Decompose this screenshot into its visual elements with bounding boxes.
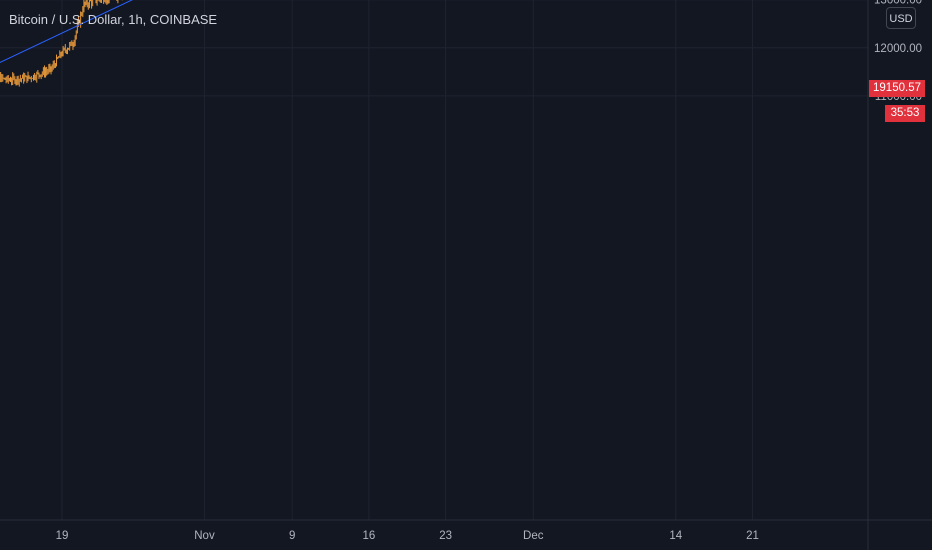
chart-title: Bitcoin / U.S. Dollar, 1h, COINBASE xyxy=(9,12,218,27)
x-tick-label: 16 xyxy=(362,530,375,542)
y-tick-label: 13000.00 xyxy=(874,0,922,7)
trendline[interactable] xyxy=(0,0,807,69)
x-tick-label: 14 xyxy=(669,530,682,542)
grid-layer xyxy=(0,0,868,520)
candles-layer xyxy=(0,0,123,87)
x-tick-label: 21 xyxy=(746,530,759,542)
x-tick-label: 19 xyxy=(56,530,69,542)
currency-button[interactable]: USD xyxy=(886,7,916,29)
x-tick-label: Dec xyxy=(523,530,544,542)
bar-countdown-label: 35:53 xyxy=(885,105,925,122)
y-tick-label: 12000.00 xyxy=(874,43,922,55)
trendlines-layer[interactable] xyxy=(0,0,807,69)
x-tick-label: Nov xyxy=(194,530,215,542)
x-tick-label: 23 xyxy=(439,530,452,542)
last-price-label: 19150.57 xyxy=(869,80,925,97)
x-tick-label: 9 xyxy=(289,530,295,542)
